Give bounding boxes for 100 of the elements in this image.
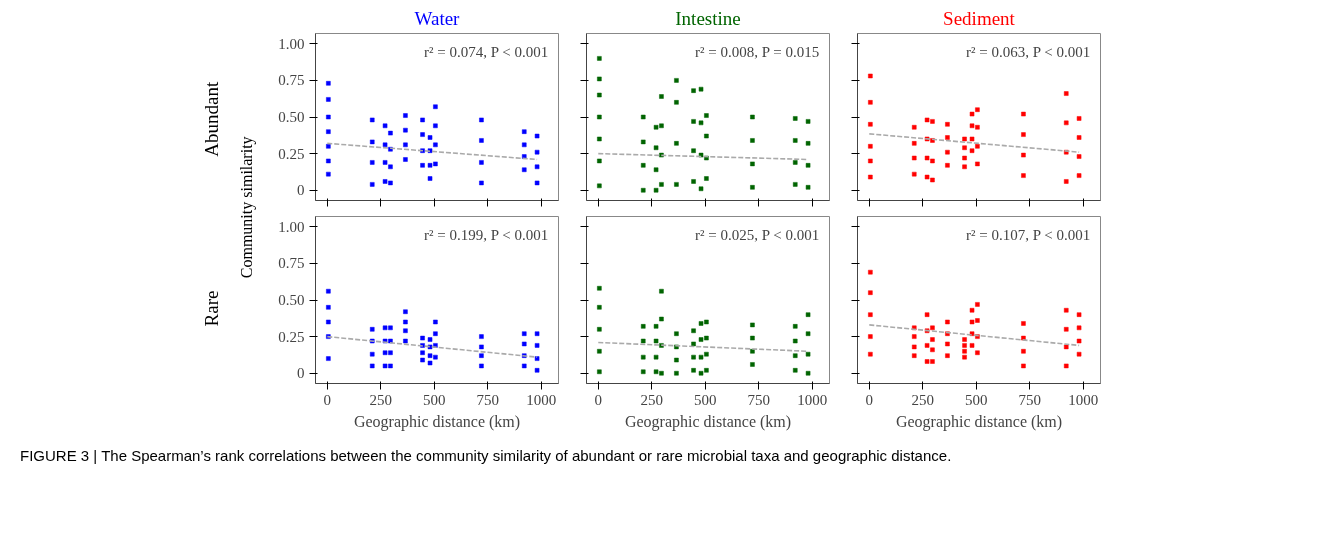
point (969, 111, 975, 117)
point (674, 371, 679, 376)
point (653, 338, 659, 344)
point (388, 325, 393, 331)
point (479, 117, 484, 123)
point (326, 288, 331, 294)
point (698, 120, 704, 126)
x-axis-title: Geographic distance (km) (895, 412, 1063, 431)
point (427, 360, 433, 366)
point (653, 167, 659, 172)
point (969, 343, 975, 348)
point (975, 318, 980, 323)
point (969, 136, 975, 142)
point (704, 113, 709, 118)
point (326, 158, 331, 164)
point (534, 164, 540, 170)
point (326, 114, 331, 120)
point (382, 179, 388, 184)
point (1021, 132, 1026, 137)
point (433, 123, 438, 129)
point (403, 127, 408, 133)
point (597, 286, 602, 291)
point (653, 324, 659, 329)
point (382, 325, 388, 331)
point (969, 123, 975, 129)
y-axis-title: Abundant (201, 81, 222, 157)
point (1076, 154, 1082, 159)
point (1063, 327, 1069, 332)
point (674, 331, 679, 336)
y-tick-label: 0 (297, 365, 305, 382)
point (1076, 325, 1082, 331)
point (805, 163, 811, 168)
point (1076, 135, 1082, 140)
point (674, 78, 679, 83)
point (805, 371, 811, 376)
point (597, 76, 602, 82)
point (326, 305, 331, 310)
point (691, 179, 696, 184)
point (653, 145, 659, 151)
y-tick-label: 0 (297, 182, 305, 199)
point (420, 163, 425, 168)
point (640, 163, 646, 168)
point (930, 119, 935, 124)
point (1076, 173, 1082, 178)
point (597, 114, 602, 120)
point (479, 353, 484, 358)
point (691, 119, 696, 124)
point (1076, 338, 1082, 344)
point (326, 144, 331, 149)
x-tick-label: 750 (476, 391, 500, 408)
point (930, 177, 935, 183)
point (805, 331, 811, 336)
point (945, 163, 950, 168)
point (704, 335, 709, 341)
point (659, 371, 664, 376)
point (369, 139, 375, 145)
point (868, 312, 873, 317)
point (674, 141, 679, 146)
point (427, 337, 433, 342)
point (388, 363, 393, 369)
point (750, 335, 755, 341)
point (924, 359, 930, 364)
annotation: r² = 0.074, P < 0.001 (424, 43, 549, 60)
point (534, 149, 540, 155)
point (750, 161, 755, 167)
point (1021, 349, 1026, 354)
point (479, 138, 484, 143)
point (521, 363, 527, 369)
point (674, 100, 679, 105)
point (962, 343, 967, 348)
point (597, 92, 602, 98)
x-tick-label: 750 (1018, 391, 1042, 408)
point (750, 138, 755, 143)
point (534, 331, 540, 336)
point (975, 144, 980, 149)
point (369, 351, 375, 357)
point (911, 353, 917, 358)
point (868, 290, 873, 295)
point (597, 56, 602, 61)
point (420, 335, 425, 341)
point (369, 117, 375, 123)
point (433, 354, 438, 360)
point (1021, 321, 1026, 326)
point (969, 319, 975, 325)
annotation: r² = 0.107, P < 0.001 (966, 226, 1091, 243)
point (388, 350, 393, 355)
x-axis-title: Geographic distance (km) (624, 412, 792, 431)
point (640, 324, 646, 329)
point (911, 155, 917, 161)
point (326, 171, 331, 177)
point (930, 337, 935, 342)
point (945, 122, 950, 127)
point (369, 160, 375, 165)
x-tick-label: 0 (865, 391, 874, 408)
point (691, 88, 696, 93)
point (521, 167, 527, 172)
annotation: r² = 0.063, P < 0.001 (966, 43, 1091, 60)
point (326, 81, 331, 86)
point (805, 141, 811, 146)
point (969, 148, 975, 153)
